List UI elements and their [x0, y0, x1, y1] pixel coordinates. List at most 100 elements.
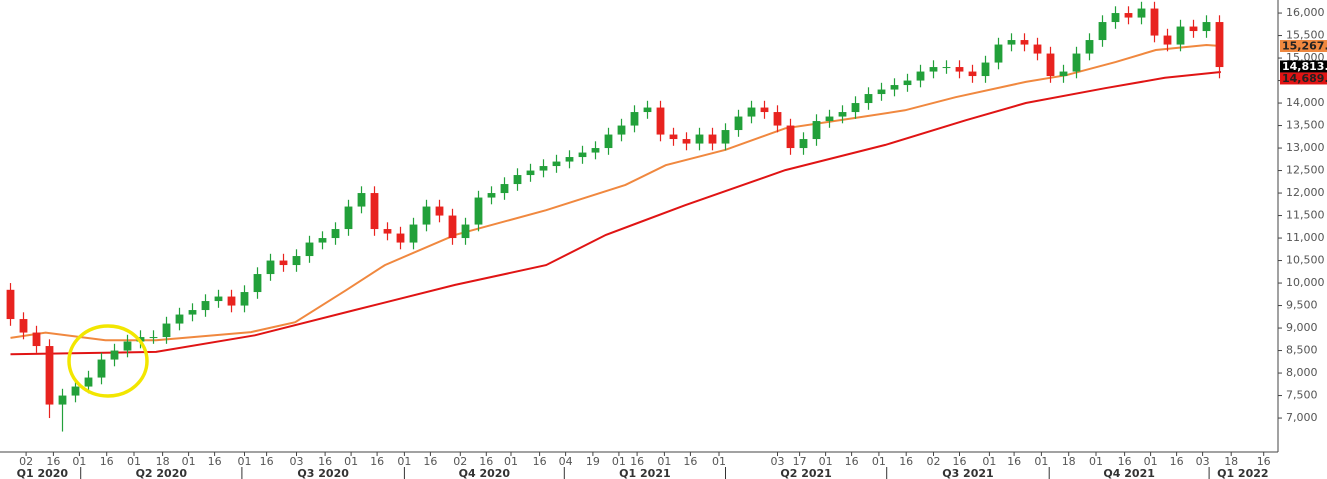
x-tick-label: 16 — [423, 455, 437, 468]
x-tick-label: 03 — [771, 455, 785, 468]
quarter-label: Q3 2020 — [297, 467, 349, 479]
candle-body — [344, 206, 353, 230]
x-tick-label: 16 — [899, 455, 913, 468]
highlight-circle — [67, 324, 149, 398]
quarter-label: Q4 2021 — [1103, 467, 1154, 479]
candle-body — [643, 107, 652, 113]
x-tick-label: 03 — [290, 455, 304, 468]
candle-body — [695, 134, 704, 144]
candle-body — [591, 148, 600, 153]
candle-body — [409, 224, 418, 243]
candle-body — [929, 67, 938, 72]
candle-body — [1189, 26, 1198, 32]
x-tick-label: 18 — [1062, 455, 1076, 468]
quarter-label: Q1 2020 — [17, 467, 69, 479]
candle-body — [149, 337, 158, 339]
candle-body — [1150, 8, 1159, 36]
price-tag — [1280, 72, 1327, 85]
candle-body — [994, 44, 1003, 63]
x-tick-label: 02 — [453, 455, 467, 468]
candle-body — [1020, 40, 1029, 45]
x-tick-label: 18 — [1224, 455, 1238, 468]
candle-body — [630, 112, 639, 126]
candle-body — [162, 323, 171, 338]
moving-average-line — [10, 43, 1221, 342]
price-tag — [1280, 60, 1327, 73]
candle-body — [1085, 40, 1094, 54]
candle-body — [110, 350, 119, 360]
candle-body — [864, 94, 873, 104]
candle-body — [838, 112, 847, 117]
candle-body — [760, 107, 769, 113]
candle-body — [487, 193, 496, 198]
x-tick-label: 01 — [1144, 455, 1158, 468]
candle-body — [604, 134, 613, 149]
price-tag-label: 14,689. — [1282, 72, 1327, 85]
x-tick-label: 16 — [953, 455, 967, 468]
y-tick-label: 14,000 — [1286, 96, 1325, 109]
candle-body — [279, 260, 288, 266]
price-tag — [1280, 40, 1327, 53]
candle-body — [1098, 22, 1107, 41]
candle-body — [357, 193, 366, 207]
x-tick-label: 16 — [479, 455, 493, 468]
y-tick-label: 10,000 — [1286, 276, 1325, 289]
candle-body — [1137, 8, 1146, 18]
candle-body — [1163, 35, 1172, 45]
candle-body — [123, 341, 132, 351]
candle-body — [331, 229, 340, 239]
x-tick-label: 01 — [72, 455, 86, 468]
x-tick-label: 01 — [504, 455, 518, 468]
candle-body — [19, 319, 28, 333]
candle-body — [370, 193, 379, 230]
candle-body — [1215, 22, 1224, 68]
x-tick-label: 01 — [344, 455, 358, 468]
candle-body — [578, 152, 587, 158]
candle-body — [84, 377, 93, 387]
candle-body — [474, 197, 483, 225]
candle-body — [721, 130, 730, 144]
candle-body — [786, 125, 795, 149]
candle-body — [435, 206, 444, 216]
y-tick-label: 16,000 — [1286, 6, 1325, 19]
x-tick-label: 18 — [156, 455, 170, 468]
x-tick-label: 16 — [208, 455, 222, 468]
y-tick-label: 9,000 — [1286, 321, 1318, 334]
x-tick-label: 01 — [238, 455, 252, 468]
candle-body — [1111, 13, 1120, 23]
candle-body — [240, 292, 249, 306]
y-tick-label: 10,500 — [1286, 254, 1325, 267]
y-tick-label: 13,500 — [1286, 119, 1325, 132]
candle-body — [396, 233, 405, 243]
candle-body — [552, 161, 561, 167]
candle-body — [812, 121, 821, 140]
candle-body — [32, 332, 41, 347]
x-tick-label: 16 — [318, 455, 332, 468]
candle-body — [916, 71, 925, 81]
y-tick-label: 12,500 — [1286, 164, 1325, 177]
x-tick-label: 01 — [657, 455, 671, 468]
moving-average-line — [10, 71, 1221, 356]
candle-body — [266, 260, 275, 275]
y-tick-label: 7,000 — [1286, 411, 1318, 424]
candle-body — [253, 274, 262, 293]
candle-body — [1176, 26, 1185, 45]
candle-body — [71, 386, 80, 396]
y-tick-label: 11,500 — [1286, 209, 1325, 222]
x-tick-label: 16 — [683, 455, 697, 468]
candle-body — [500, 184, 509, 194]
candle-body — [6, 289, 15, 320]
x-tick-label: 03 — [1196, 455, 1210, 468]
quarter-label: Q4 2020 — [459, 467, 511, 479]
candle-body — [747, 107, 756, 117]
candle-body — [955, 67, 964, 72]
candle-body — [799, 139, 808, 149]
price-tag-label: 14,813. — [1282, 60, 1327, 73]
x-tick-label: 01 — [397, 455, 411, 468]
y-tick-label: 9,500 — [1286, 299, 1318, 312]
candle-body — [383, 229, 392, 234]
candle-body — [214, 296, 223, 302]
x-tick-label: 01 — [1089, 455, 1103, 468]
candle-body — [305, 242, 314, 257]
